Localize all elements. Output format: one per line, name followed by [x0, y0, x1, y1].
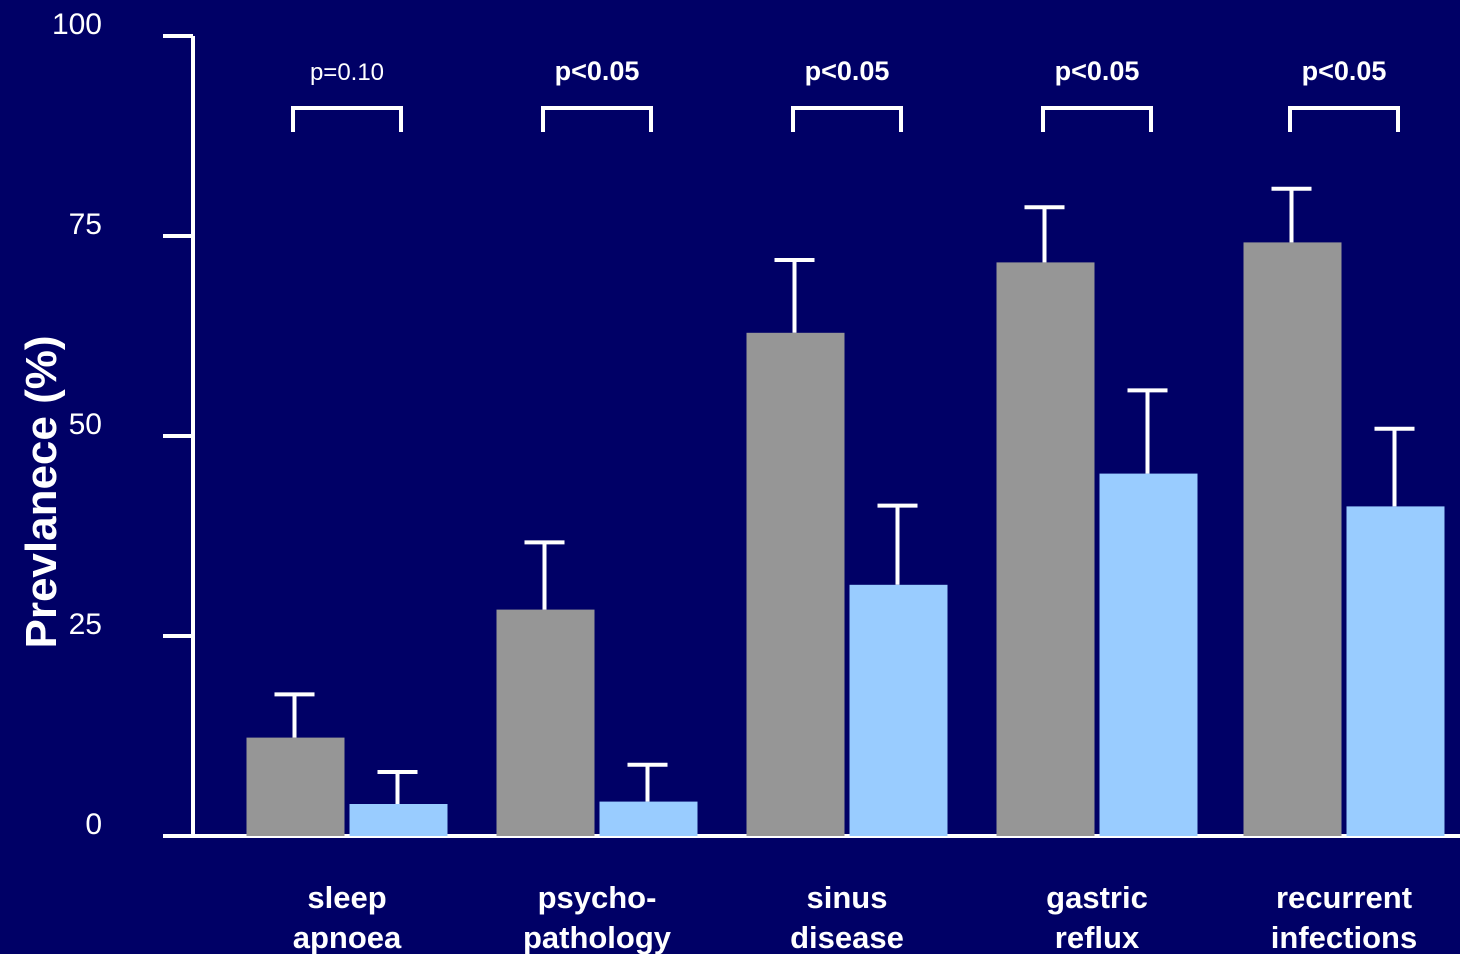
bar: [849, 584, 948, 836]
p-value-label: p=0.10: [310, 59, 384, 86]
category-label: reflux: [1055, 920, 1140, 954]
category-label: recurrent: [1276, 880, 1412, 915]
p-value-label: p<0.05: [1055, 56, 1140, 86]
significance-bracket: [791, 106, 903, 132]
bar: [996, 262, 1095, 836]
significance-bracket: [291, 106, 403, 132]
category-label: apnoea: [293, 920, 402, 954]
bar: [246, 737, 345, 836]
category-label: infections: [1271, 920, 1417, 954]
category-label: gastric: [1046, 880, 1148, 915]
y-tick-label: 75: [69, 208, 102, 241]
bar: [496, 609, 595, 836]
category-label: sinus: [807, 880, 888, 915]
y-tick-label: 25: [69, 608, 102, 641]
bar: [599, 801, 698, 836]
y-axis-title: Prevlanece (%): [17, 335, 66, 648]
significance-bracket: [1288, 106, 1400, 132]
category-label: pathology: [523, 920, 672, 954]
bar: [1099, 473, 1198, 836]
significance-bracket: [541, 106, 653, 132]
bar: [746, 332, 845, 836]
y-tick-label: 0: [85, 808, 102, 841]
p-value-label: p<0.05: [555, 56, 640, 86]
category-label: sleep: [307, 880, 386, 915]
category-label: disease: [790, 920, 904, 954]
y-tick-label: 100: [52, 8, 102, 41]
y-tick-label: 50: [69, 408, 102, 441]
bar: [349, 804, 448, 836]
bar: [1346, 506, 1445, 836]
p-value-label: p<0.05: [805, 56, 890, 86]
category-label: psycho-: [538, 880, 657, 915]
bar: [1243, 242, 1342, 836]
significance-bracket: [1041, 106, 1153, 132]
p-value-label: p<0.05: [1302, 56, 1387, 86]
